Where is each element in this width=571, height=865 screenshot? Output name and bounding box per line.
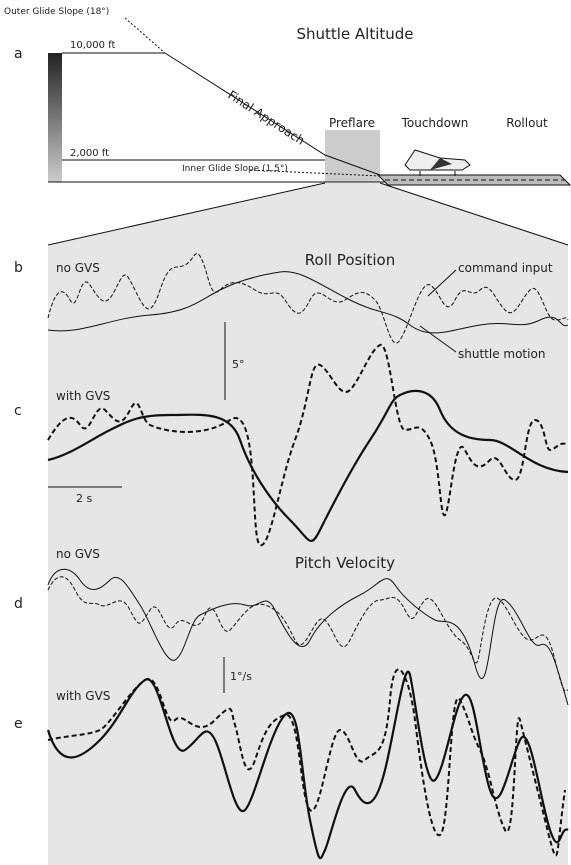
scale-label: 1°/s bbox=[230, 670, 252, 683]
phase-label: Rollout bbox=[506, 116, 548, 130]
panel-title: Shuttle Altitude bbox=[296, 25, 413, 43]
scale-label: 5° bbox=[232, 358, 245, 371]
panel-letter: c bbox=[14, 403, 22, 419]
panel-letter: d bbox=[14, 596, 23, 612]
condition-label: no GVS bbox=[56, 261, 100, 275]
altitude-label: 10,000 ft bbox=[70, 40, 116, 51]
condition-label: with GVS bbox=[56, 689, 110, 703]
inner-glide-label: Inner Glide Slope (1.5°) bbox=[182, 164, 288, 174]
final-approach-label: Final Approach bbox=[225, 88, 307, 148]
legend-label: command input bbox=[458, 261, 553, 275]
legend-label: shuttle motion bbox=[458, 347, 545, 361]
panel-letter: e bbox=[14, 716, 23, 732]
condition-label: no GVS bbox=[56, 547, 100, 561]
time-scale-label: 2 s bbox=[76, 492, 92, 505]
altitude-bar bbox=[48, 53, 62, 182]
altitude-label: 2,000 ft bbox=[70, 148, 109, 159]
panel-title: Roll Position bbox=[305, 251, 395, 269]
panel-letter: a bbox=[14, 46, 23, 62]
zoom-region bbox=[48, 183, 568, 865]
phase-label: Preflare bbox=[329, 116, 375, 130]
phase-label: Touchdown bbox=[401, 116, 469, 130]
panel-title: Pitch Velocity bbox=[295, 554, 395, 572]
preflare-box bbox=[325, 130, 380, 182]
figure: Outer Glide Slope (18°) a Shuttle Altitu… bbox=[0, 0, 571, 865]
condition-label: with GVS bbox=[56, 389, 110, 403]
outer-glide-label: Outer Glide Slope (18°) bbox=[4, 7, 109, 17]
panel-letter: b bbox=[14, 260, 23, 276]
outer-glide-line bbox=[125, 18, 165, 53]
shuttle-icon bbox=[405, 150, 470, 176]
